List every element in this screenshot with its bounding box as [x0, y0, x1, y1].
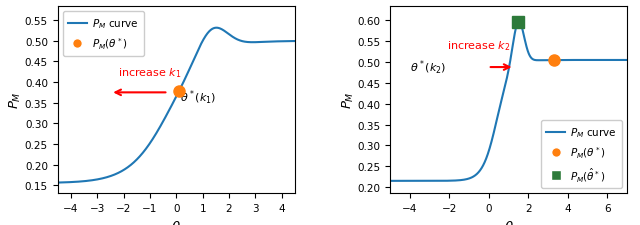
- Y-axis label: $P_M$: $P_M$: [8, 91, 24, 109]
- Legend: $P_M$ curve, $P_M(\theta^*)$: $P_M$ curve, $P_M(\theta^*)$: [63, 12, 144, 56]
- Text: $\theta^*(k_2)$: $\theta^*(k_2)$: [410, 59, 446, 77]
- Y-axis label: $P_M$: $P_M$: [340, 91, 356, 109]
- X-axis label: $\theta$: $\theta$: [504, 219, 513, 225]
- Text: $\theta^*(k_1)$: $\theta^*(k_1)$: [180, 88, 216, 106]
- Text: increase $k_1$: increase $k_1$: [118, 66, 182, 79]
- X-axis label: $\theta$: $\theta$: [172, 219, 181, 225]
- Legend: $P_M$ curve, $P_M(\theta^*)$, $P_M(\hat{\theta}^*)$: $P_M$ curve, $P_M(\theta^*)$, $P_M(\hat{…: [541, 121, 622, 188]
- Text: increase $k_2$: increase $k_2$: [447, 39, 511, 52]
